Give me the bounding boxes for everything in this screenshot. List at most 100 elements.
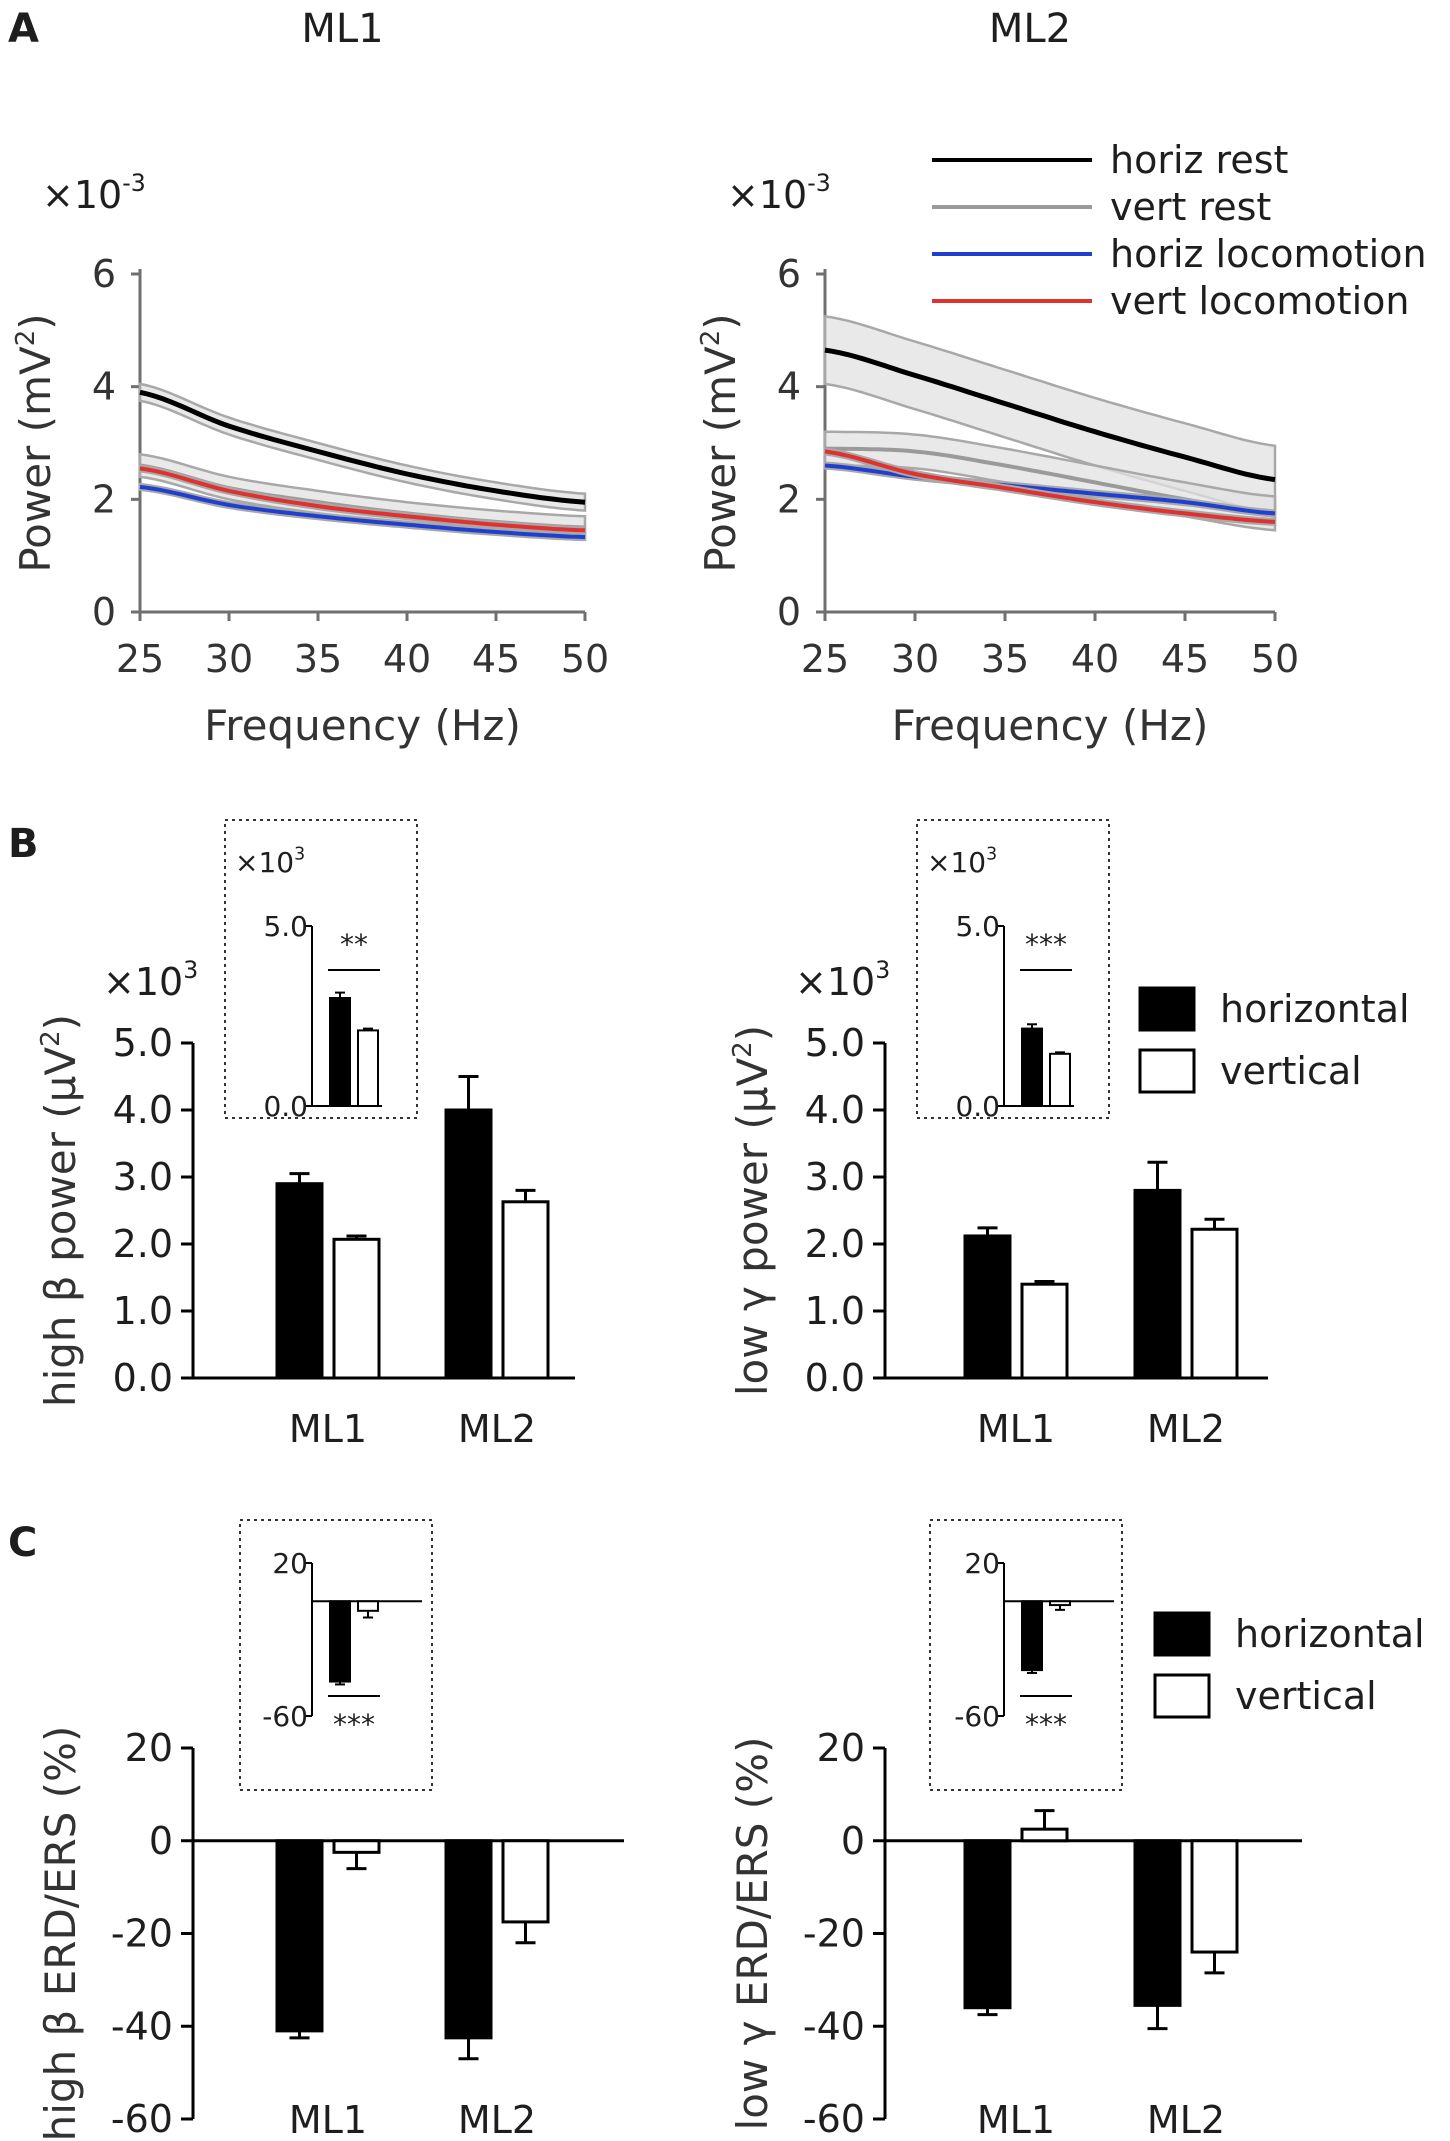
B_gamma-bar-vertical-ML1 [1020, 1282, 1069, 1380]
C_beta-y-tick-label: 0 [149, 1819, 173, 1863]
C_gamma-y-tick-label: -40 [803, 2004, 865, 2048]
C_beta-y-label-post: ERD/ERS (%) [36, 1726, 85, 2010]
C_beta-category-label: ML2 [458, 2098, 536, 2141]
A_ML2-band-1 [823, 430, 1277, 532]
B_gamma-y-label: low γ power (μV2) [728, 1025, 777, 1396]
B_gamma-inset-bar-0 [1021, 1027, 1043, 1107]
A_ML1-y-multiplier-base: ×10 [42, 173, 122, 217]
B_gamma-inset-multiplier-exp: 3 [986, 844, 997, 864]
B_beta-bar-horizontal-ML2 [444, 1108, 493, 1380]
B_beta-inset-bar-0 [329, 997, 351, 1107]
B_beta-y-multiplier-base: ×10 [103, 960, 183, 1004]
panel-letter-A: A [8, 6, 39, 52]
A_ML1-x-tick-label: 45 [472, 637, 520, 681]
C_gamma-y-label-greek: γ [728, 2021, 777, 2046]
A_ML1-y-tick-label: 0 [92, 590, 116, 634]
panel-letter-B: B [8, 821, 39, 867]
C_gamma-inset-significance: *** [1025, 1708, 1067, 1741]
C_beta-inset-y-tick-label: -60 [262, 1700, 308, 1733]
B_gamma-inset-y-tick-label: 0.0 [955, 1090, 1000, 1123]
A_ML1-y-tick-label: 6 [92, 252, 116, 296]
A_ML1-y-tick-label: 4 [92, 365, 116, 409]
C_gamma-y-tick-label: 0 [841, 1819, 865, 1863]
A_ML1-x-tick-label: 40 [383, 637, 431, 681]
A_ML2-x-label: Frequency (Hz) [892, 701, 1209, 750]
C_gamma-inset-bar-1 [1049, 1600, 1071, 1607]
B_gamma-y-tick-label: 5.0 [805, 1021, 865, 1065]
C_beta-y-tick-label: -40 [111, 2004, 173, 2048]
B_beta-y-label: high β power (μV2) [36, 1014, 85, 1407]
A_ML2-y-multiplier: ×10-3 [727, 169, 831, 217]
C_beta-bar-horizontal-ML2 [444, 1839, 493, 2040]
B_gamma-inset-multiplier: ×103 [927, 844, 997, 879]
B_beta-category-label: ML1 [289, 1407, 367, 1451]
A_ML2-y-tick-label: 6 [777, 252, 801, 296]
C_gamma-inset-y-tick-label: 20 [964, 1547, 1000, 1580]
C_gamma-y-tick-label: -60 [803, 2097, 865, 2141]
C_gamma-y-label-pre: low [728, 2045, 777, 2130]
B_beta-y-label-close: ) [36, 1014, 85, 1030]
B_beta-y-tick-label: 3.0 [113, 1155, 173, 1199]
A_ML1-y-tick-label: 2 [92, 477, 116, 521]
B_gamma-inset-y-tick-label: 5.0 [955, 910, 1000, 943]
A_ML2-y-tick-label: 2 [777, 477, 801, 521]
B_beta-y-label-unit: μV [36, 1047, 85, 1103]
C_gamma-bar-horizontal-ML1 [963, 1839, 1012, 2010]
C_beta-inset-bar-0 [329, 1600, 351, 1683]
B_gamma-category-label: ML1 [977, 1407, 1055, 1451]
A_ML1-title: ML1 [301, 6, 383, 52]
A_ML1-y-label-close: ) [11, 313, 60, 329]
B_gamma-legend-swatch-0 [1138, 986, 1196, 1032]
A_ML1-x-tick-label: 25 [116, 637, 164, 681]
C_gamma-inset-y-tick-label: -60 [954, 1700, 1000, 1733]
A_ML2-legend-label-0: horiz rest [1110, 138, 1288, 182]
B_beta-bar-horizontal-ML1 [275, 1182, 324, 1380]
A_ML2-legend-label-2: horiz locomotion [1110, 232, 1427, 276]
B_beta-inset-y-tick-label: 0.0 [263, 1090, 308, 1123]
A_ML1-x-label: Frequency (Hz) [204, 701, 521, 750]
B_beta-y-tick-label: 0.0 [113, 1356, 173, 1400]
C_gamma-category-label: ML1 [977, 2098, 1055, 2141]
A_ML2-x-tick-label: 45 [1161, 637, 1209, 681]
C_beta-bar-horizontal-ML1 [275, 1839, 324, 2033]
B_gamma-inset-bar-1 [1049, 1052, 1071, 1108]
B_beta-inset-significance: ** [340, 928, 368, 961]
B_beta-y-label-post: power ( [36, 1102, 85, 1275]
B_gamma-bar-horizontal-ML2 [1133, 1188, 1182, 1380]
B_beta-inset-multiplier-base: ×10 [235, 846, 294, 879]
B_beta-y-label-pre: high [36, 1302, 85, 1407]
B_gamma-y-tick-label: 2.0 [805, 1222, 865, 1266]
C_beta-y-label: high β ERD/ERS (%) [36, 1726, 85, 2141]
B_gamma-y-label-unit: μV [728, 1058, 777, 1114]
B_gamma-y-multiplier-exp: 3 [875, 956, 890, 984]
A_ML2-y-multiplier-exp: -3 [807, 169, 830, 197]
panel-letter-C: C [8, 1520, 37, 1566]
C_gamma-legend-label-1: vertical [1235, 1674, 1377, 1718]
A_ML2-x-tick-label: 25 [801, 637, 849, 681]
A_ML2-y-label-main: Power (mV [696, 346, 745, 573]
A_ML2-x-tick-label: 40 [1071, 637, 1119, 681]
B_beta-category-label: ML2 [458, 1407, 536, 1451]
C_gamma-y-tick-label: 20 [817, 1726, 865, 1770]
C_gamma-bar-vertical-ML2 [1190, 1839, 1239, 1954]
A_ML2-title: ML2 [989, 6, 1071, 52]
A_ML1-y-label-sup: 2 [11, 330, 41, 347]
B_beta-inset-multiplier-exp: 3 [294, 844, 305, 864]
B_gamma-inset-significance: *** [1025, 928, 1067, 961]
C_gamma-bar-vertical-ML1 [1020, 1827, 1069, 1843]
B_gamma-category-label: ML2 [1147, 1407, 1225, 1451]
C_gamma-legend-swatch-1 [1153, 1673, 1211, 1719]
A_ML1-band-0 [138, 382, 587, 512]
A_ML1-x-tick-label: 30 [205, 637, 253, 681]
B_gamma-y-tick-label: 3.0 [805, 1155, 865, 1199]
A_ML2-y-multiplier-base: ×10 [727, 173, 807, 217]
C_gamma-bar-horizontal-ML2 [1133, 1839, 1182, 2007]
A_ML2-legend-label-1: vert rest [1110, 185, 1271, 229]
B_gamma-y-label-post: power ( [728, 1113, 777, 1286]
A_ML2-x-tick-label: 35 [981, 637, 1029, 681]
C_beta-bar-vertical-ML2 [501, 1839, 550, 1924]
C_beta-y-tick-label: 20 [125, 1726, 173, 1770]
A_ML2-line-0 [824, 347, 1276, 483]
B_gamma-legend-label-1: vertical [1220, 1049, 1362, 1093]
C_beta-y-label-greek: β [36, 2010, 85, 2037]
